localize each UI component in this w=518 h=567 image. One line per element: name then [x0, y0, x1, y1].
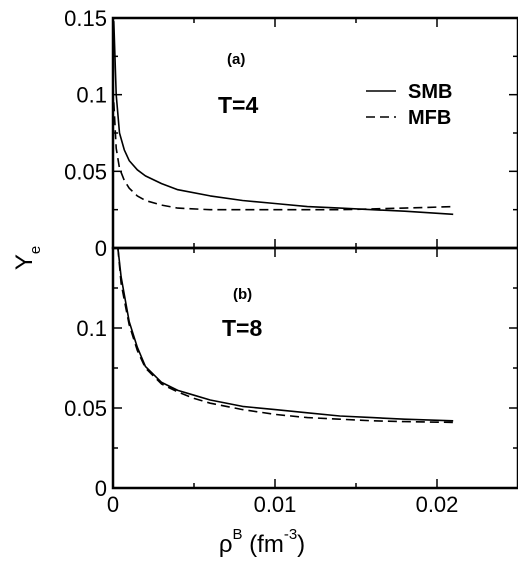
series-mfb-line [117, 247, 454, 424]
panel-b-ticks: 0 0.05 0.1 0 0.01 0.02 [64, 247, 518, 517]
y-tick-label: 0.1 [76, 316, 107, 341]
series-smb-line [113, 21, 454, 216]
legend-mfb-label: MFB [408, 107, 451, 129]
panel-b-series [117, 247, 454, 424]
y-tick-label: 0.1 [76, 83, 107, 108]
x-axis-title-unit-exp: -3 [284, 526, 297, 543]
x-axis-title-unit: (fm [243, 531, 284, 558]
panel-b: 0 0.05 0.1 0 0.01 0.02 (b) T=8 [64, 246, 518, 517]
panel-a: 0 0.05 0.1 0.15 (a) T=4 SMB MFB [64, 6, 518, 261]
x-tick-label: 0 [107, 492, 119, 517]
y-tick-label: 0 [95, 236, 107, 261]
panel-a-temperature-label: T=4 [218, 92, 258, 118]
panel-a-label: (a) [227, 51, 245, 68]
y-axis-title-sub: e [27, 246, 44, 254]
panel-a-frame [111, 16, 518, 250]
y-axis-title: Ye [11, 246, 44, 270]
panel-b-frame [111, 246, 518, 490]
panel-b-label: (b) [233, 286, 252, 303]
x-tick-label: 0.01 [254, 492, 297, 517]
y-tick-label: 0.05 [64, 159, 107, 184]
x-axis-title-sup: B [232, 526, 242, 543]
y-axis-title-base: Y [11, 254, 38, 270]
legend: SMB MFB [366, 81, 452, 129]
series-mfb-line [113, 102, 454, 211]
panel-a-ticks: 0 0.05 0.1 0.15 [64, 6, 518, 261]
x-tick-label: 0.02 [416, 492, 459, 517]
x-axis-title-base: ρ [219, 531, 233, 558]
x-axis-title: ρB (fm-3) [219, 526, 305, 558]
panel-b-temperature-label: T=8 [222, 315, 262, 341]
y-tick-label: 0.05 [64, 396, 107, 421]
x-axis-title-unit-close: ) [297, 531, 305, 558]
legend-smb-label: SMB [408, 81, 452, 103]
y-tick-label: 0 [95, 476, 107, 501]
panel-a-series [113, 21, 454, 216]
y-tick-label: 0.15 [64, 6, 107, 31]
series-smb-line [117, 247, 454, 422]
